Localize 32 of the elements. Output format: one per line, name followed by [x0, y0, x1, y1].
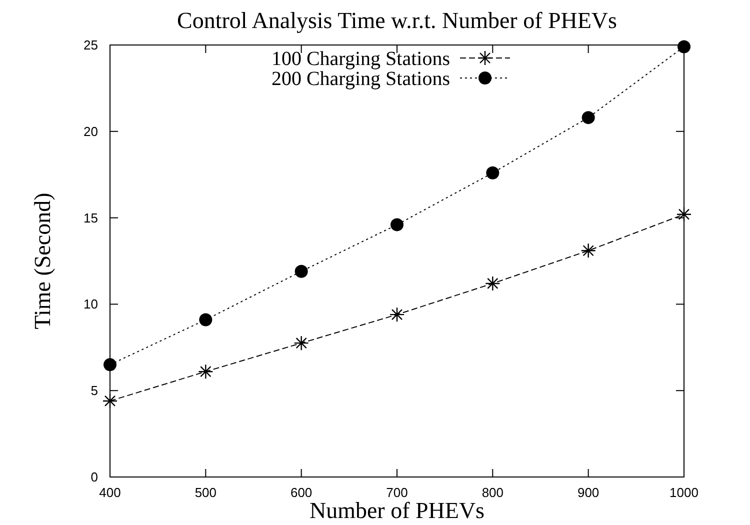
y-tick-label: 5 [90, 383, 98, 398]
point [582, 111, 595, 124]
point [678, 40, 690, 54]
y-tick-label: 25 [84, 38, 98, 52]
y-axis-title: Time (Second) [30, 192, 55, 330]
point [389, 306, 405, 322]
x-tick-label: 500 [194, 485, 217, 500]
point [294, 264, 308, 278]
point [102, 393, 118, 409]
point [676, 206, 692, 222]
legend-label: 200 Charging Stations [271, 68, 450, 90]
legend-label: 100 Charging Stations [271, 48, 450, 70]
y-tick-label: 15 [84, 210, 98, 226]
y-tick-label: 10 [84, 296, 98, 312]
y-tick-label: 20 [84, 124, 98, 139]
y-tick-label: 0 [90, 470, 98, 484]
point [390, 218, 404, 232]
point [104, 358, 116, 372]
point [199, 313, 212, 326]
x-tick-label: 400 [99, 485, 121, 500]
x-tick-label: 700 [386, 485, 408, 500]
point [294, 335, 309, 351]
x-tick-label: 1000 [670, 485, 698, 500]
point [198, 364, 214, 380]
point [580, 243, 596, 258]
x-tick-label: 900 [577, 485, 600, 500]
x-tick-label: 800 [482, 485, 504, 500]
chart-title: Control Analysis Time w.r.t. Number of PHEVs [176, 8, 618, 33]
point [485, 276, 500, 292]
x-axis-title: Number of PHEVs [309, 498, 485, 523]
x-tick-label: 600 [290, 485, 312, 500]
point [486, 166, 500, 180]
